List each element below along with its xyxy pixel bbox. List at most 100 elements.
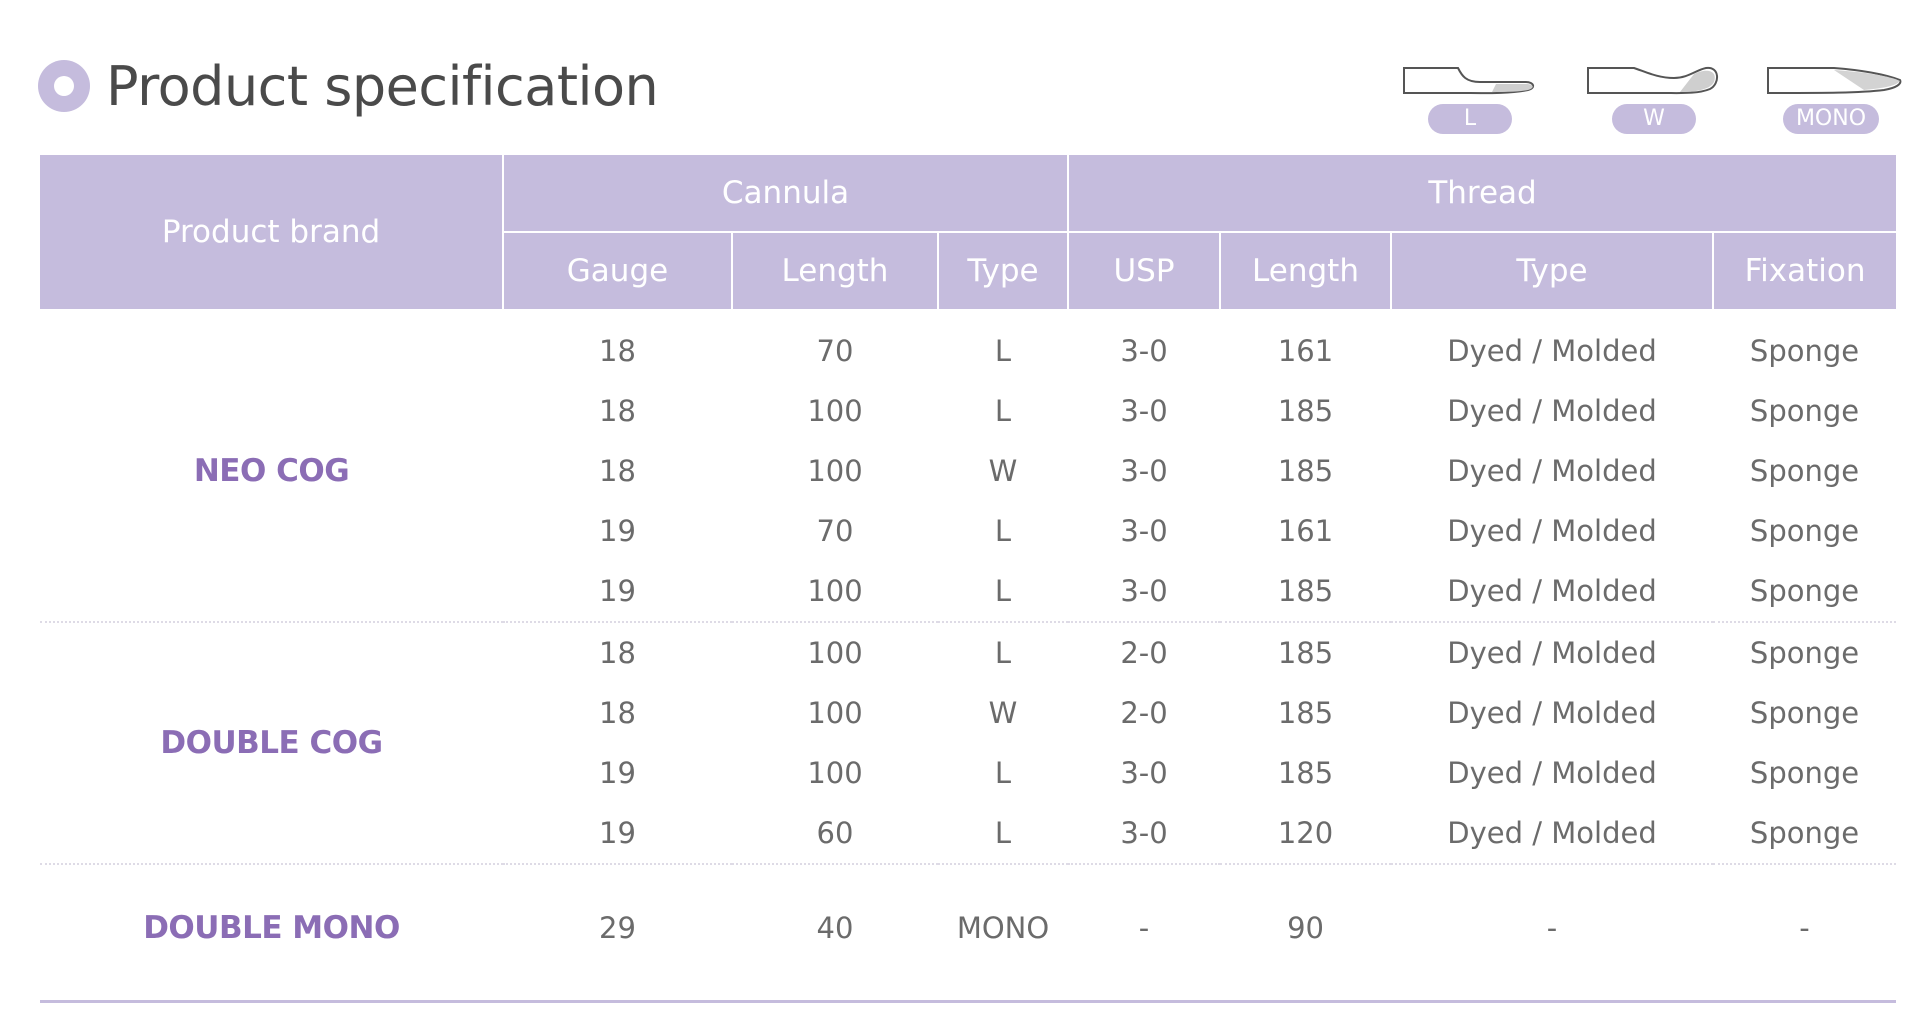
cell-usp: 3-0 <box>1068 561 1221 623</box>
cell-cannula-length: 40 <box>816 911 854 945</box>
cell-cannula-length: 100 <box>732 561 938 623</box>
brand-cell: DOUBLE COG <box>40 622 503 865</box>
legend-l: L <box>1400 62 1540 146</box>
cell-gauge: 18 <box>599 696 636 730</box>
cell-cannula-type: MONO <box>956 911 1050 945</box>
cell-fixation: Sponge <box>1713 561 1897 623</box>
table-row: 19 60 L 3-0 120 Dyed / Molded Sponge <box>40 803 1897 865</box>
header-thread-type: Type <box>1391 232 1715 309</box>
table-row: 18 100 W 2-0 185 Dyed / Molded Sponge <box>40 683 1896 743</box>
legend-pill: MONO <box>1783 104 1879 134</box>
cell-cannula-length: 100 <box>807 636 863 670</box>
cell-thread-type: Dyed / Molded <box>1447 454 1657 488</box>
page-title: Product specification <box>38 46 659 126</box>
legend-pill: L <box>1428 104 1512 134</box>
header-thread-length: Length <box>1220 232 1393 309</box>
cell-thread-length: 185 <box>1277 636 1334 670</box>
cell-thread-type: Dyed / Molded <box>1391 803 1714 865</box>
cell-thread-length: 185 <box>1220 561 1392 623</box>
cell-gauge: 18 <box>599 636 636 670</box>
cell-cannula-type: L <box>994 756 1012 790</box>
header-fixation: Fixation <box>1713 232 1897 309</box>
cell-gauge: 19 <box>503 803 732 865</box>
cell-thread-length: 185 <box>1277 696 1334 730</box>
cell-thread-type: - <box>1546 911 1558 945</box>
header-product-brand: Product brand <box>40 155 504 309</box>
brand-cell: NEO COG <box>40 309 503 623</box>
cell-usp: 3-0 <box>1120 334 1168 368</box>
cell-thread-length: 161 <box>1277 514 1334 548</box>
cell-cannula-type: L <box>994 636 1012 670</box>
cell-gauge: 19 <box>599 756 636 790</box>
table-row: 19 100 L 3-0 185 Dyed / Molded Sponge <box>40 561 1897 623</box>
cell-cannula-length: 70 <box>816 514 854 548</box>
cell-fixation: Sponge <box>1749 756 1860 790</box>
cell-fixation: Sponge <box>1749 394 1860 428</box>
table-row: DOUBLE MONO 29 40 MONO - 90 - - <box>40 864 1896 991</box>
header-thread: Thread <box>1068 155 1897 233</box>
cell-thread-type: Dyed / Molded <box>1447 394 1657 428</box>
cell-usp: 3-0 <box>1120 454 1168 488</box>
table-row: 19 70 L 3-0 161 Dyed / Molded Sponge <box>40 501 1896 561</box>
cell-usp: 2-0 <box>1120 696 1168 730</box>
cell-thread-length: 120 <box>1220 803 1392 865</box>
cell-cannula-type: W <box>988 696 1018 730</box>
cell-gauge: 19 <box>599 514 636 548</box>
cell-gauge: 18 <box>599 334 636 368</box>
cell-cannula-type: L <box>994 334 1012 368</box>
cell-gauge: 18 <box>599 394 636 428</box>
cell-thread-type: Dyed / Molded <box>1391 561 1714 623</box>
table-row: 19 100 L 3-0 185 Dyed / Molded Sponge <box>40 743 1896 803</box>
cell-gauge: 19 <box>503 561 732 623</box>
table-row: 18 100 W 3-0 185 Dyed / Molded Sponge <box>40 441 1896 501</box>
cell-cannula-type: L <box>938 803 1069 865</box>
cell-fixation: Sponge <box>1749 696 1860 730</box>
table-subheader-row: Gauge Length Type USP Length Type Fixati… <box>40 232 1897 309</box>
cell-cannula-type: L <box>994 394 1012 428</box>
cell-usp: 3-0 <box>1068 803 1221 865</box>
spec-table: Product brand Cannula Thread Gauge Lengt… <box>40 155 1897 991</box>
table-row: NEO COG 18 70 L 3-0 161 Dyed / Molded Sp… <box>40 309 1896 623</box>
header-cannula-type: Type <box>938 232 1070 309</box>
cell-cannula-type: L <box>994 514 1012 548</box>
legend-w: W <box>1584 62 1724 146</box>
legend-pill: W <box>1612 104 1696 134</box>
cell-usp: - <box>1138 911 1150 945</box>
cell-cannula-length: 70 <box>816 334 854 368</box>
cell-fixation: Sponge <box>1749 454 1860 488</box>
page-title-text: Product specification <box>106 54 659 118</box>
cell-thread-length: 185 <box>1277 454 1334 488</box>
needle-w-icon <box>1587 66 1718 95</box>
cell-fixation: Sponge <box>1749 514 1860 548</box>
cell-thread-type: Dyed / Molded <box>1447 334 1657 368</box>
cell-thread-type: Dyed / Molded <box>1447 696 1657 730</box>
cell-thread-length: 185 <box>1277 394 1334 428</box>
cell-fixation: - <box>1799 911 1810 945</box>
needle-l-icon <box>1403 67 1534 95</box>
cell-cannula-length: 100 <box>807 394 863 428</box>
cell-thread-type: Dyed / Molded <box>1447 514 1657 548</box>
cell-cannula-length: 100 <box>807 454 863 488</box>
needle-mono-icon <box>1767 67 1902 95</box>
table-row: DOUBLE COG 18 100 L 2-0 185 Dyed / Molde… <box>40 622 1896 865</box>
cell-cannula-length: 60 <box>732 803 938 865</box>
cell-usp: 3-0 <box>1120 514 1168 548</box>
table-header-row: Product brand Cannula Thread <box>40 155 1897 309</box>
cell-gauge: 18 <box>599 454 636 488</box>
cell-fixation: Sponge <box>1713 803 1897 865</box>
cell-thread-type: Dyed / Molded <box>1447 636 1657 670</box>
cell-cannula-length: 100 <box>807 756 863 790</box>
cell-gauge: 29 <box>599 911 636 945</box>
header-cannula-length: Length <box>732 232 939 309</box>
cell-usp: 3-0 <box>1120 394 1168 428</box>
cell-thread-length: 161 <box>1277 334 1334 368</box>
cell-thread-type: Dyed / Molded <box>1447 756 1657 790</box>
cell-thread-length: 90 <box>1287 911 1324 945</box>
table-row: 18 100 L 3-0 185 Dyed / Molded Sponge <box>40 381 1896 441</box>
header-usp: USP <box>1068 232 1222 309</box>
legend-mono: MONO <box>1764 62 1904 146</box>
title-bullet-icon <box>38 60 90 112</box>
cell-fixation: Sponge <box>1749 334 1860 368</box>
header-gauge: Gauge <box>503 232 733 309</box>
cell-usp: 2-0 <box>1120 636 1168 670</box>
